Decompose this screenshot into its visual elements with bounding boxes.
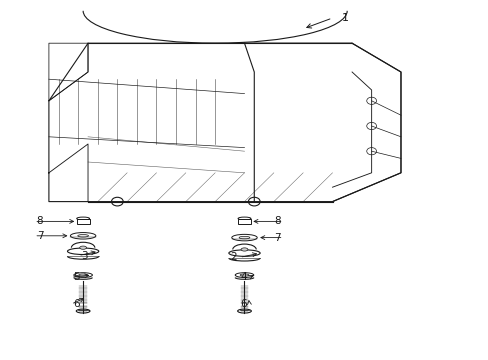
Text: 7: 7 — [274, 233, 281, 243]
Ellipse shape — [77, 217, 89, 220]
Ellipse shape — [76, 309, 90, 313]
Ellipse shape — [240, 274, 248, 276]
Circle shape — [248, 197, 260, 206]
Text: 8: 8 — [274, 216, 281, 226]
Ellipse shape — [231, 234, 257, 241]
Ellipse shape — [74, 273, 92, 277]
Text: 3: 3 — [81, 251, 87, 261]
Ellipse shape — [239, 236, 249, 239]
Text: 5: 5 — [73, 272, 80, 282]
Ellipse shape — [80, 246, 86, 249]
Ellipse shape — [237, 309, 251, 313]
Text: 1: 1 — [342, 13, 348, 23]
Text: 7: 7 — [37, 231, 43, 241]
Bar — [77, 219, 89, 224]
Ellipse shape — [70, 233, 96, 239]
Text: 6: 6 — [240, 299, 246, 309]
Ellipse shape — [78, 235, 88, 237]
Text: 2: 2 — [230, 252, 237, 262]
Ellipse shape — [67, 248, 99, 255]
Ellipse shape — [235, 273, 253, 277]
Circle shape — [111, 197, 123, 206]
Ellipse shape — [238, 217, 250, 220]
Text: 6: 6 — [73, 299, 80, 309]
Ellipse shape — [228, 250, 260, 256]
Ellipse shape — [241, 248, 247, 251]
Bar — [238, 219, 250, 224]
Text: 4: 4 — [240, 272, 246, 282]
Ellipse shape — [79, 274, 87, 276]
Text: 8: 8 — [37, 216, 43, 226]
